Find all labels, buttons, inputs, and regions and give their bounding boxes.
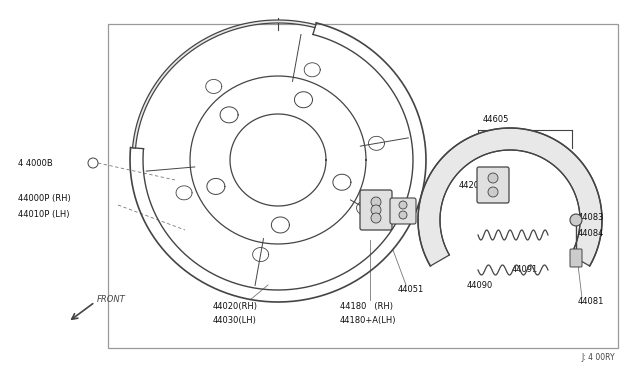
Circle shape [371, 213, 381, 223]
Text: 44180+A(LH): 44180+A(LH) [340, 315, 397, 324]
Circle shape [371, 197, 381, 207]
Text: 44083: 44083 [578, 214, 605, 222]
Text: 44081: 44081 [578, 298, 604, 307]
Circle shape [399, 211, 407, 219]
Circle shape [488, 187, 498, 197]
Text: 44090: 44090 [467, 282, 493, 291]
Circle shape [399, 201, 407, 209]
FancyBboxPatch shape [570, 249, 582, 267]
Text: FRONT: FRONT [97, 295, 125, 305]
Text: 44084: 44084 [578, 230, 604, 238]
Polygon shape [132, 20, 316, 148]
Text: 44030(LH): 44030(LH) [213, 315, 257, 324]
Polygon shape [418, 128, 602, 266]
Circle shape [570, 214, 582, 226]
Text: 4 4000B: 4 4000B [18, 158, 52, 167]
Text: 44091: 44091 [512, 266, 538, 275]
FancyBboxPatch shape [477, 167, 509, 203]
Circle shape [488, 173, 498, 183]
Text: 44200: 44200 [459, 180, 485, 189]
Circle shape [371, 205, 381, 215]
FancyBboxPatch shape [360, 190, 392, 230]
Text: 44180   (RH): 44180 (RH) [340, 301, 393, 311]
Text: 44020(RH): 44020(RH) [213, 301, 258, 311]
Text: 44051: 44051 [398, 285, 424, 295]
Bar [108, 24, 618, 348]
Text: 44605: 44605 [483, 115, 509, 125]
Text: 44000P (RH): 44000P (RH) [18, 193, 71, 202]
FancyBboxPatch shape [390, 198, 416, 224]
Text: J: 4 00RY: J: 4 00RY [581, 353, 615, 362]
Text: 44010P (LH): 44010P (LH) [18, 209, 70, 218]
